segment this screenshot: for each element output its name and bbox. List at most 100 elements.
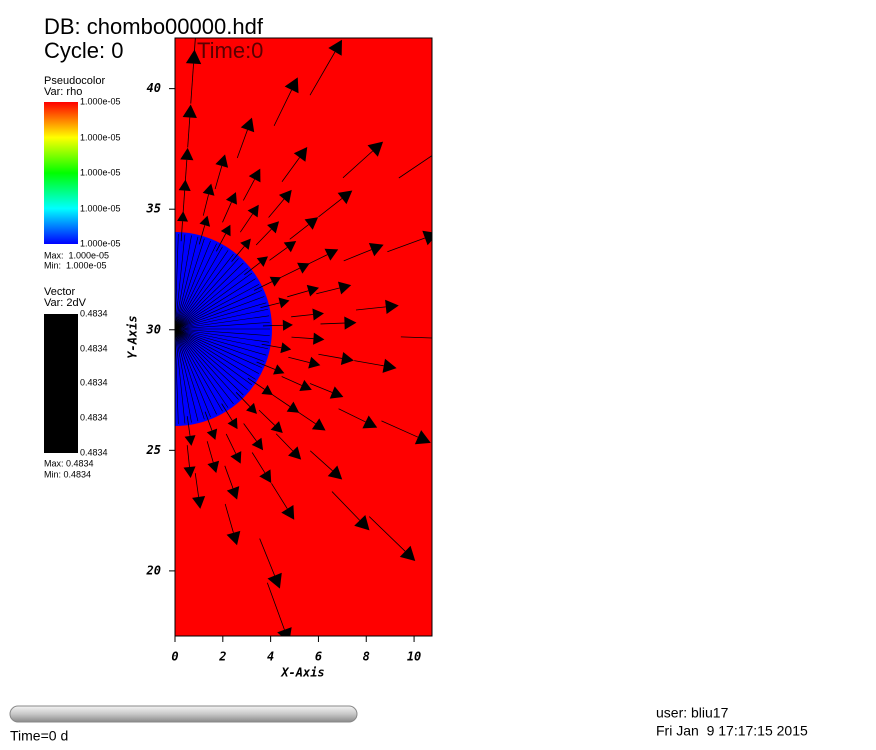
vector-head xyxy=(247,204,259,218)
time-label: Time=0 d xyxy=(10,728,68,744)
vector-line xyxy=(193,38,196,60)
vector-head xyxy=(297,262,310,274)
x-tick-label: 8 xyxy=(363,650,370,664)
vector-line xyxy=(355,306,386,311)
x-axis-label: X-Axis xyxy=(280,666,324,680)
vector-line xyxy=(175,328,186,424)
vector-head xyxy=(284,77,299,94)
vector-line xyxy=(225,433,237,454)
vector-head xyxy=(328,39,342,56)
time: Time:0 xyxy=(197,38,263,63)
vector-line xyxy=(291,336,314,340)
vector-line xyxy=(320,322,345,325)
vector-line xyxy=(387,237,426,253)
vector-line xyxy=(295,410,316,425)
vector-line xyxy=(398,155,432,179)
x-tick-label: 6 xyxy=(315,650,322,664)
vector-line xyxy=(309,383,333,393)
vector-line xyxy=(175,328,217,415)
vector-head xyxy=(182,104,197,119)
vector-line xyxy=(338,408,366,423)
vector-line xyxy=(381,420,419,438)
vector-head xyxy=(368,242,384,257)
vector-line xyxy=(269,247,288,261)
vector-line xyxy=(175,328,248,391)
vector-head xyxy=(327,465,343,480)
legend-var: Var: 2dV xyxy=(44,297,87,309)
legend-label: 1.000e-05 xyxy=(80,238,121,248)
vector-head xyxy=(441,331,455,346)
vector-line xyxy=(194,473,199,498)
plot-area xyxy=(174,37,506,637)
vector-head xyxy=(329,386,344,399)
vector-head xyxy=(306,284,319,297)
y-tick-label: 25 xyxy=(146,443,161,457)
x-tick-label: 0 xyxy=(171,650,178,664)
vector-head xyxy=(267,572,282,589)
legend-label: 0.4834 xyxy=(80,343,108,353)
vector-line xyxy=(342,150,373,179)
legend-label: 0.4834 xyxy=(80,308,108,318)
vector-line xyxy=(215,233,227,252)
vector-line xyxy=(279,267,300,279)
vector-line xyxy=(243,423,257,442)
vector-line xyxy=(231,246,245,262)
vector-line xyxy=(175,272,253,330)
vector-line xyxy=(204,411,213,431)
vector-line xyxy=(235,392,251,407)
vector-line xyxy=(281,376,302,386)
vector-line xyxy=(175,328,267,356)
legend-label: 0.4834 xyxy=(80,377,108,387)
vector-head xyxy=(256,256,268,267)
vector-head xyxy=(177,211,189,222)
vector-field xyxy=(175,38,506,636)
vector-head xyxy=(385,299,399,314)
vector-line xyxy=(214,165,223,190)
vector-line xyxy=(289,224,309,240)
vector-line xyxy=(318,353,343,359)
vector-line xyxy=(309,450,333,472)
vector-line xyxy=(442,284,492,291)
vector-head xyxy=(267,221,280,234)
vector-head xyxy=(282,319,293,331)
vector-line xyxy=(175,328,253,386)
vector-line xyxy=(184,159,188,184)
vector-line xyxy=(175,243,217,330)
vector-line xyxy=(175,284,260,330)
vector-head xyxy=(278,297,290,309)
vector-line xyxy=(316,287,340,295)
legend-label: 0.4834 xyxy=(80,412,108,422)
vector-line xyxy=(198,225,206,245)
vector-head xyxy=(178,179,191,191)
legend-max: Max: 0.4834 xyxy=(44,458,94,468)
vector-head xyxy=(259,469,272,484)
vector-head xyxy=(491,277,506,292)
vector-head xyxy=(215,154,229,168)
vector-head xyxy=(312,308,324,321)
vector-head xyxy=(199,215,211,227)
time-slider[interactable] xyxy=(9,705,358,723)
vector-head xyxy=(382,358,397,373)
vector-head xyxy=(299,379,312,391)
vector-head xyxy=(227,417,238,430)
vector-line xyxy=(175,234,179,330)
vector-line xyxy=(275,433,294,452)
vector-line xyxy=(258,409,276,426)
vector-head xyxy=(281,504,295,520)
vector-line xyxy=(202,194,209,216)
vector-line xyxy=(175,328,262,368)
vector-head xyxy=(248,168,261,183)
vector-head xyxy=(337,281,352,295)
vector-line xyxy=(175,258,239,330)
vector-head xyxy=(206,428,218,440)
vector-line xyxy=(281,157,300,182)
vector-line xyxy=(175,253,234,330)
vector-line xyxy=(175,296,265,330)
vector-line xyxy=(190,63,194,104)
vector-head xyxy=(362,415,378,429)
vector-head xyxy=(422,230,432,246)
legend-label: 1.000e-05 xyxy=(80,96,121,106)
legend-label: 0.4834 xyxy=(80,447,108,457)
y-tick-label: 40 xyxy=(147,81,161,95)
